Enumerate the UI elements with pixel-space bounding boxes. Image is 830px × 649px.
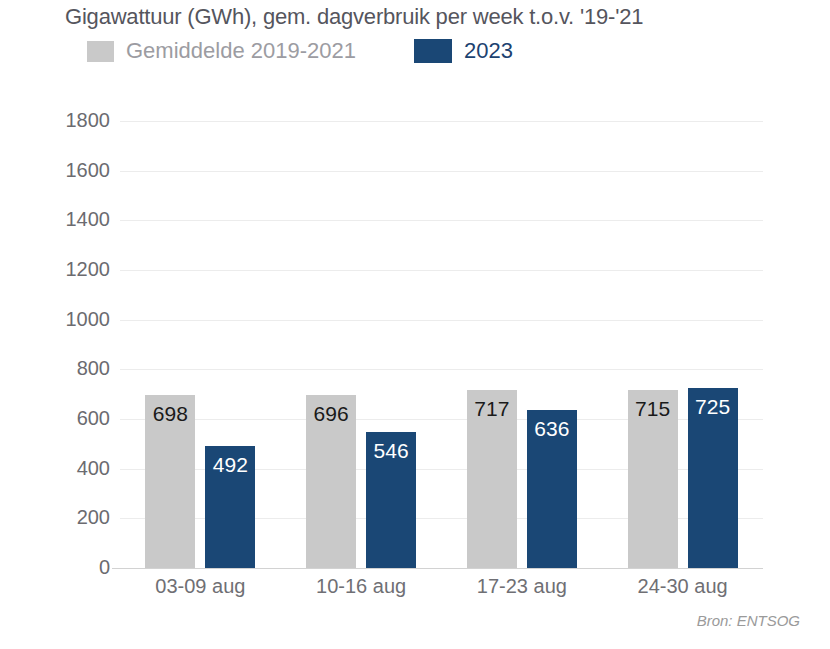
y-axis-tick-label: 1800 bbox=[40, 109, 110, 132]
y-axis-tick-label: 1600 bbox=[40, 159, 110, 182]
bar-value-label: 715 bbox=[628, 397, 678, 421]
x-axis-tick-label: 17-23 aug bbox=[447, 575, 597, 598]
gridline bbox=[120, 369, 763, 370]
y-axis-tick-label: 800 bbox=[40, 357, 110, 380]
gridline bbox=[120, 171, 763, 172]
y-axis-tick-label: 400 bbox=[40, 457, 110, 480]
bar-value-label: 696 bbox=[306, 402, 356, 426]
x-axis-tick-label: 24-30 aug bbox=[608, 575, 758, 598]
y-axis-tick-label: 1200 bbox=[40, 258, 110, 281]
x-axis-tick-label: 10-16 aug bbox=[286, 575, 436, 598]
bar-value-label: 492 bbox=[205, 453, 255, 477]
bar-value-label: 546 bbox=[366, 439, 416, 463]
x-axis-tick-label: 03-09 aug bbox=[125, 575, 275, 598]
bar-value-label: 717 bbox=[467, 397, 517, 421]
bar-value-label: 636 bbox=[527, 417, 577, 441]
gridline bbox=[120, 220, 763, 221]
y-axis-tick-label: 600 bbox=[40, 407, 110, 430]
x-axis-line bbox=[112, 568, 763, 569]
plot-area: 0 200 400 600 800 1000 1200 1400 1600 1800 698 492 0… bbox=[0, 0, 830, 649]
source-note: Bron: ENTSOG bbox=[697, 612, 800, 629]
gridline bbox=[120, 121, 763, 122]
bar-value-label: 725 bbox=[688, 395, 738, 419]
y-axis-tick-label: 1000 bbox=[40, 308, 110, 331]
y-axis-tick-label: 1400 bbox=[40, 208, 110, 231]
chart-card: Gigawattuur (GWh), gem. dagverbruik per … bbox=[0, 0, 830, 649]
gridline bbox=[120, 320, 763, 321]
y-axis-tick-label: 200 bbox=[40, 506, 110, 529]
y-axis-tick-label: 0 bbox=[40, 556, 110, 579]
gridline bbox=[120, 270, 763, 271]
bar-value-label: 698 bbox=[145, 402, 195, 426]
